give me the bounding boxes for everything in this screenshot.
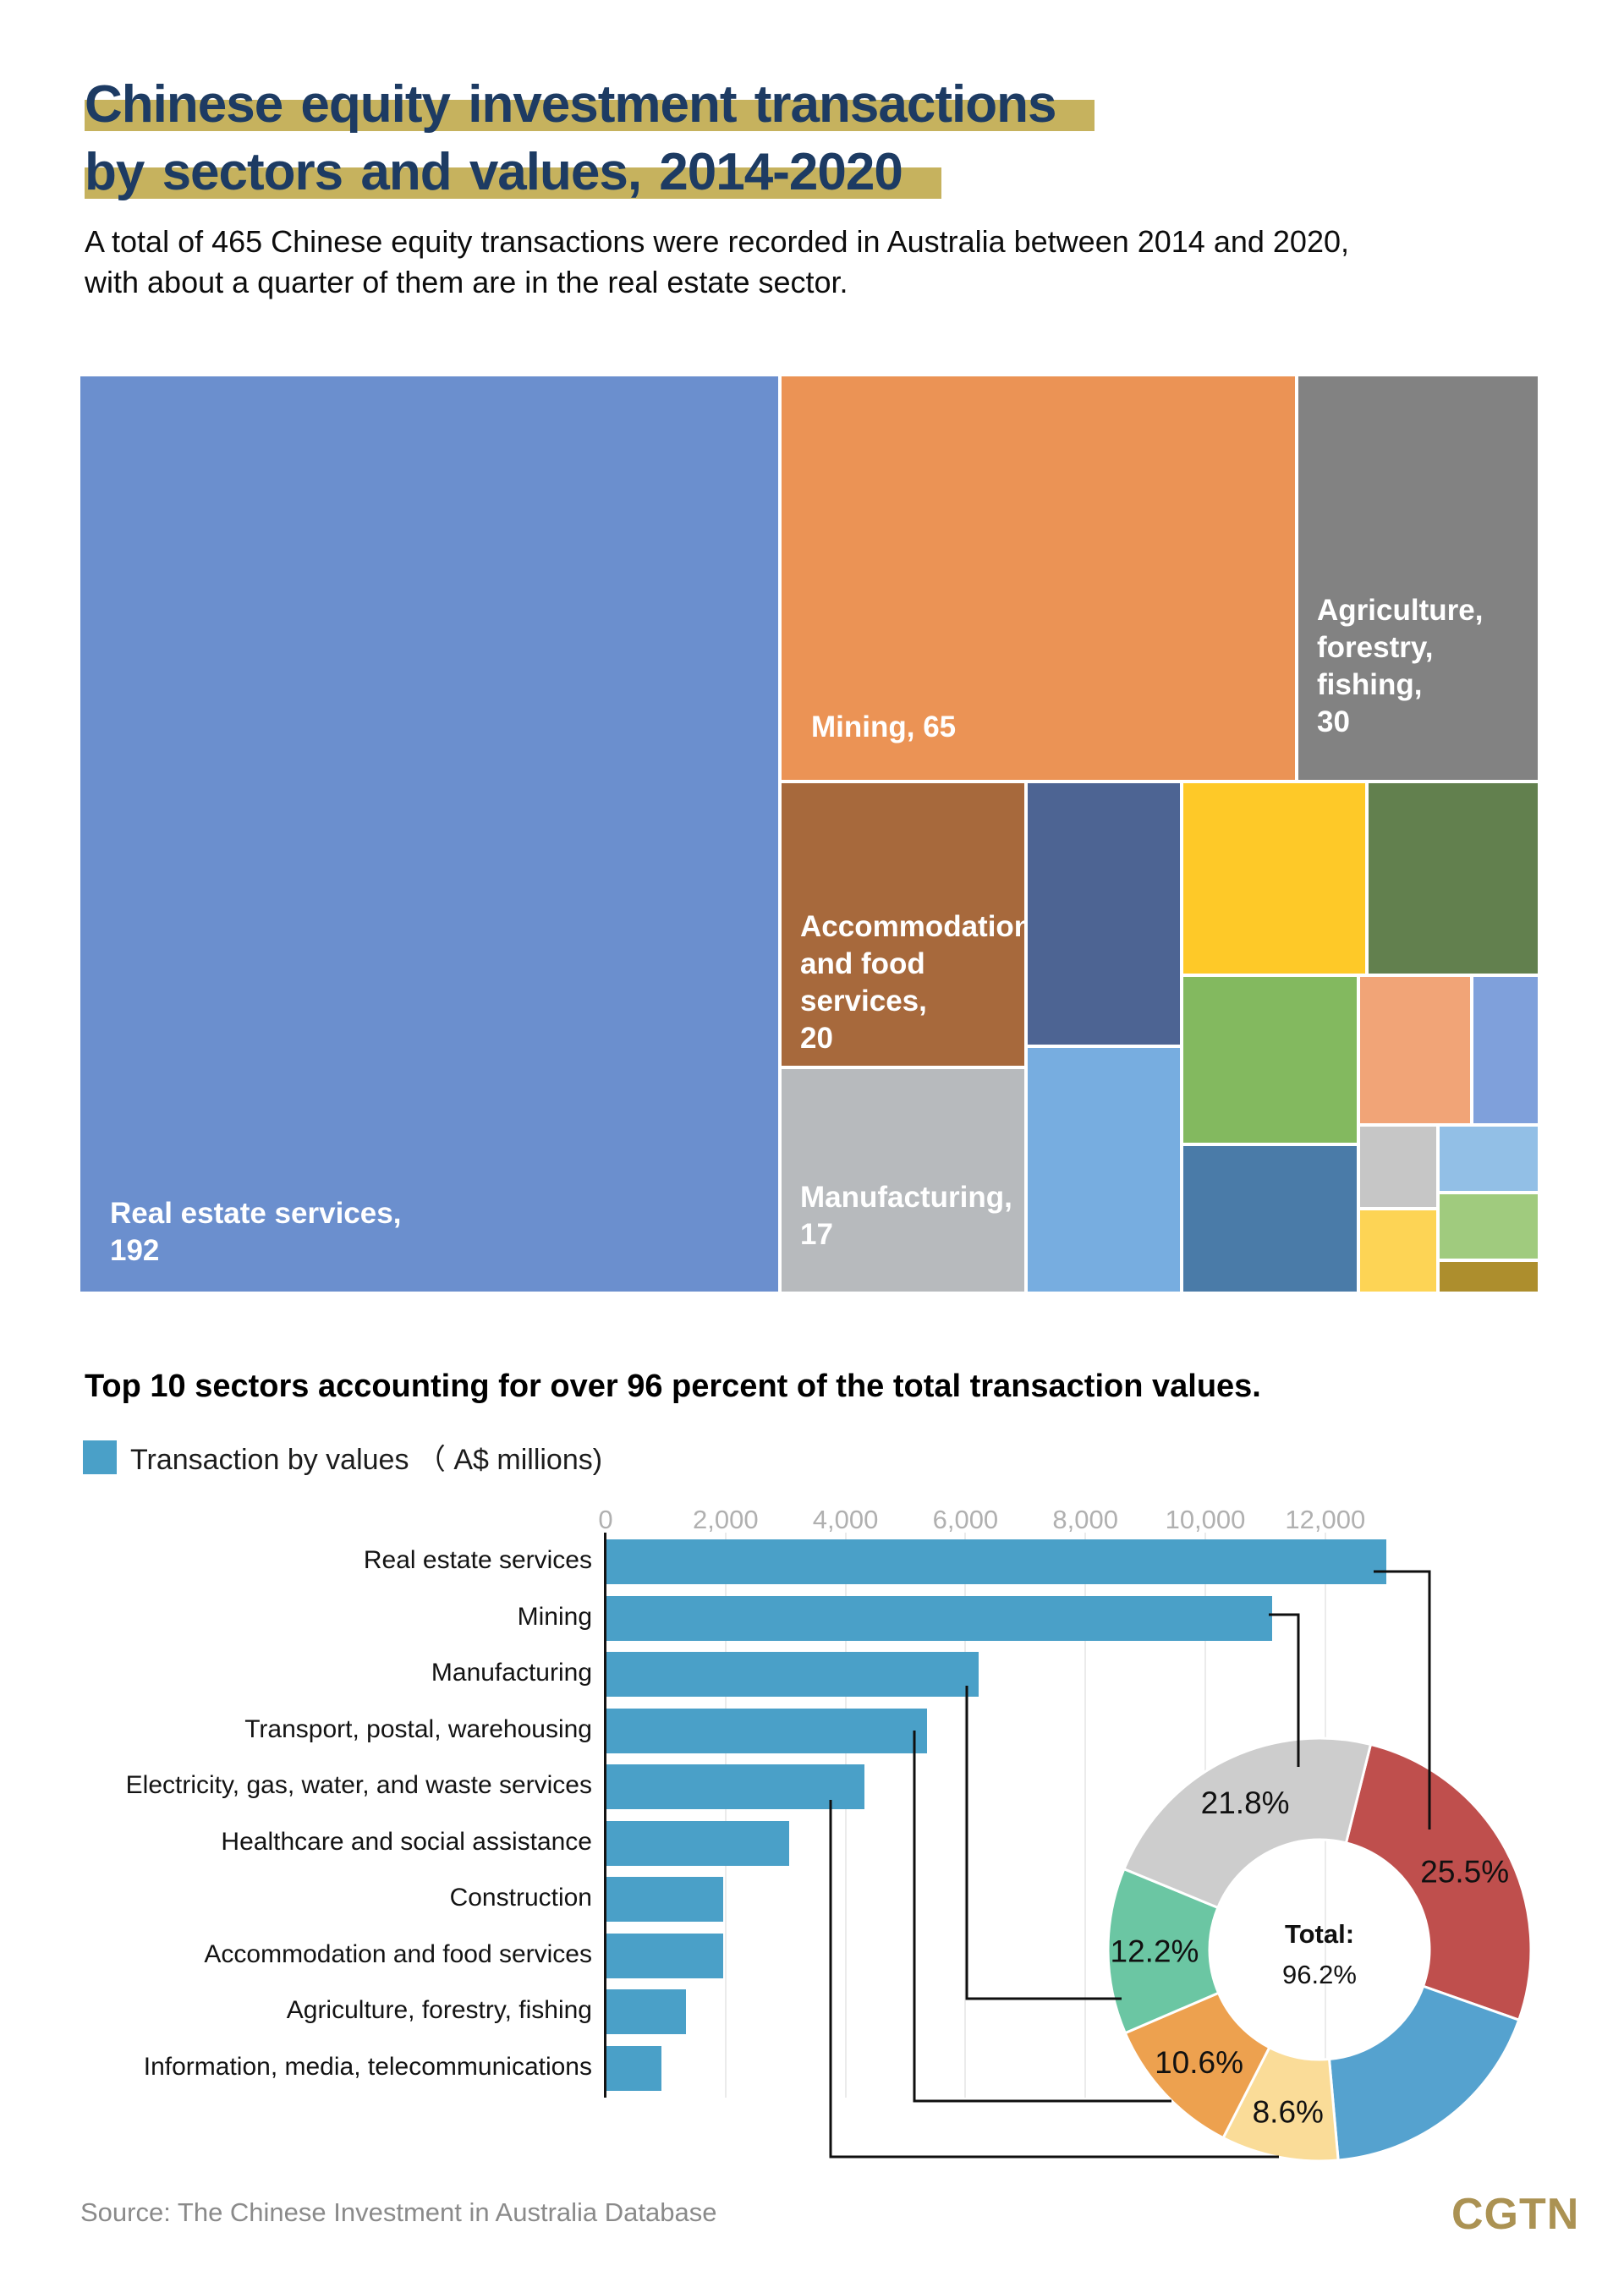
gridline-2000 bbox=[724, 1533, 727, 2098]
treemap-label-line: fishing, bbox=[1317, 668, 1423, 701]
treemap-label-line: Manufacturing, bbox=[800, 1181, 1012, 1214]
bar-category-label: Construction bbox=[449, 1884, 592, 1912]
axis-tick-label-4000: 4,000 bbox=[812, 1505, 879, 1534]
treemap-label-line: 192 bbox=[110, 1234, 160, 1267]
bar-mining bbox=[606, 1595, 1272, 1641]
treemap-block-agriculture-forestry-fishing: Agriculture, forestry, fishing, 30 bbox=[1298, 376, 1538, 780]
donut-segment-label: 8.6% bbox=[1253, 2094, 1324, 2129]
donut-segment-label: 12.2% bbox=[1111, 1934, 1199, 1968]
bar-category-label: Accommodation and food services bbox=[204, 1939, 592, 1968]
axis-tick-label-12000: 12,000 bbox=[1285, 1505, 1366, 1534]
bar-section-heading: Top 10 sectors accounting for over 96 pe… bbox=[85, 1369, 1261, 1404]
bar-category-label: Transport, postal, warehousing bbox=[244, 1714, 592, 1743]
axis-tick-label-6000: 6,000 bbox=[932, 1505, 999, 1534]
treemap-label-agriculture-forestry-fishing: Agriculture, forestry, fishing, 30 bbox=[1317, 592, 1483, 741]
treemap-block-block-small-gray bbox=[1360, 1127, 1436, 1207]
treemap-block-block-medium-green bbox=[1183, 977, 1357, 1143]
treemap-block-block-salmon bbox=[1360, 977, 1470, 1123]
donut-segment-label: 21.8% bbox=[1201, 1786, 1290, 1820]
donut-segment-label: 25.5% bbox=[1420, 1855, 1509, 1890]
treemap-label-line: and food bbox=[800, 947, 925, 980]
subtitle: A total of 465 Chinese equity transactio… bbox=[85, 222, 1349, 303]
treemap-block-mining: Mining, 65 bbox=[782, 376, 1295, 780]
bar-healthcare-and-social-assistance bbox=[606, 1820, 790, 1866]
bar-category-label: Manufacturing bbox=[431, 1659, 592, 1687]
treemap-label-manufacturing: Manufacturing, 17 bbox=[800, 1179, 1012, 1253]
axis-tick-label-0: 0 bbox=[598, 1505, 613, 1534]
legend-label: Transaction by values （ A$ millions) bbox=[130, 1444, 603, 1476]
treemap-block-manufacturing: Manufacturing, 17 bbox=[782, 1069, 1024, 1292]
source-caption: Source: The Chinese Investment in Austra… bbox=[80, 2197, 717, 2227]
treemap-chart: Real estate services, 192 Mining, 65 Agricu… bbox=[80, 376, 1538, 1292]
bar-transport-postal-warehousing bbox=[606, 1708, 928, 1753]
subtitle-line-1: A total of 465 Chinese equity transactio… bbox=[85, 224, 1349, 259]
bar-real-estate-services bbox=[606, 1539, 1386, 1584]
treemap-block-accommodation-food-services: Accommodation and food services, 20 bbox=[782, 783, 1032, 1066]
title-line-2: by sectors and values, 2014-2020 bbox=[85, 139, 1095, 206]
donut-segment-mining bbox=[1122, 1736, 1373, 1910]
cgtn-logo: CGTN bbox=[1451, 2190, 1580, 2239]
donut-center-title: Total: bbox=[1285, 1919, 1354, 1949]
treemap-label-line: 30 bbox=[1317, 705, 1350, 738]
bar-accommodation-and-food-services bbox=[606, 1933, 724, 1978]
bar-category-label: Information, media, telecommunications bbox=[143, 2052, 592, 2081]
treemap-block-block-light-green bbox=[1440, 1194, 1538, 1259]
value-axis-line bbox=[604, 1533, 606, 2098]
bar-category-label: Mining bbox=[517, 1602, 592, 1631]
treemap-label-line: services, bbox=[800, 985, 927, 1018]
donut-segment-label: 10.6% bbox=[1155, 2045, 1243, 2080]
treemap-block-real-estate-services: Real estate services, 192 bbox=[80, 376, 778, 1292]
treemap-label-line: 20 bbox=[800, 1022, 833, 1055]
bar-agriculture-forestry-fishing bbox=[606, 1989, 687, 2034]
page-title: Chinese equity investment transactions b… bbox=[85, 71, 1095, 206]
treemap-label-mining: Mining, 65 bbox=[811, 709, 956, 746]
treemap-label-accommodation-food-services: Accommodation and food services, 20 bbox=[800, 908, 1032, 1057]
donut-segment-other bbox=[1327, 1984, 1521, 2162]
bar-construction bbox=[606, 1877, 724, 1922]
treemap-block-block-periwinkle bbox=[1473, 977, 1538, 1123]
treemap-block-block-navy bbox=[1028, 783, 1180, 1045]
subtitle-line-2: with about a quarter of them are in the … bbox=[85, 265, 848, 299]
treemap-label-line: Accommodation bbox=[800, 910, 1033, 943]
bar-information-media-telecommunications bbox=[606, 2045, 662, 2091]
treemap-block-block-olive bbox=[1440, 1262, 1538, 1292]
axis-tick-label-2000: 2,000 bbox=[693, 1505, 759, 1534]
donut-center-value: 96.2% bbox=[1282, 1960, 1357, 1989]
bar-category-label: Healthcare and social assistance bbox=[221, 1827, 592, 1856]
bar-manufacturing bbox=[606, 1652, 979, 1697]
treemap-block-block-sky-blue bbox=[1440, 1127, 1538, 1191]
treemap-block-block-steel-blue bbox=[1183, 1146, 1357, 1292]
legend-swatch bbox=[83, 1440, 117, 1474]
bar-category-label: Real estate services bbox=[363, 1546, 592, 1574]
donut-chart: 25.5% 8.6% 10.6% 12.2% 21.8% Total: 96.2% bbox=[1083, 1713, 1556, 2186]
treemap-label-line: Agriculture, bbox=[1317, 594, 1484, 627]
treemap-block-block-dark-green bbox=[1369, 783, 1538, 974]
treemap-label-line: Real estate services, bbox=[110, 1197, 402, 1230]
title-line-1: Chinese equity investment transactions bbox=[85, 71, 1095, 139]
treemap-block-block-yellow bbox=[1183, 783, 1365, 974]
bar-electricity-gas-water-and-waste-services bbox=[606, 1764, 864, 1809]
treemap-label-line: 17 bbox=[800, 1218, 833, 1251]
treemap-label-line: forestry, bbox=[1317, 631, 1434, 664]
bar-category-label: Electricity, gas, water, and waste servi… bbox=[125, 1771, 592, 1799]
axis-tick-label-10000: 10,000 bbox=[1165, 1505, 1246, 1534]
treemap-block-block-light-blue bbox=[1028, 1048, 1180, 1292]
treemap-label-line: Mining, 65 bbox=[811, 710, 957, 743]
treemap-block-block-small-yellow bbox=[1360, 1210, 1436, 1292]
treemap-label-real-estate-services: Real estate services, 192 bbox=[110, 1195, 401, 1270]
bar-category-label: Agriculture, forestry, fishing bbox=[286, 1996, 592, 2024]
legend: Transaction by values （ A$ millions) bbox=[83, 1436, 602, 1478]
axis-tick-label-8000: 8,000 bbox=[1052, 1505, 1118, 1534]
